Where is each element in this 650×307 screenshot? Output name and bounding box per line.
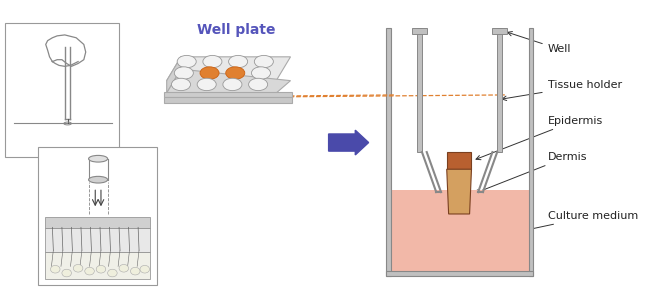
Polygon shape [166,57,291,81]
Text: Dermis: Dermis [474,152,587,194]
Ellipse shape [226,67,245,79]
Ellipse shape [174,67,193,79]
Ellipse shape [62,269,72,277]
Bar [528,28,534,276]
Bar [493,28,507,34]
Text: Tissue holder: Tissue holder [502,80,622,100]
Ellipse shape [203,55,222,68]
Ellipse shape [252,67,270,79]
Polygon shape [164,97,292,103]
Ellipse shape [172,78,190,91]
Polygon shape [164,92,292,97]
Ellipse shape [96,266,106,273]
Bar [45,228,151,252]
Ellipse shape [51,266,60,273]
Ellipse shape [248,78,268,91]
Bar [385,28,391,276]
Bar [447,152,471,169]
Bar [45,217,151,228]
Ellipse shape [88,176,108,183]
Text: Well: Well [508,32,571,54]
FancyArrow shape [329,130,369,155]
Ellipse shape [84,267,94,275]
Bar [385,271,534,276]
Ellipse shape [254,55,274,68]
Bar [5,23,119,157]
Ellipse shape [177,55,196,68]
Ellipse shape [223,78,242,91]
Ellipse shape [197,78,216,91]
Bar [497,28,502,152]
Polygon shape [166,69,291,93]
Polygon shape [166,57,181,93]
Bar [38,147,157,286]
Bar [413,28,426,34]
Bar [45,252,151,279]
Text: Well plate: Well plate [197,23,276,37]
Ellipse shape [229,55,248,68]
Ellipse shape [73,264,83,272]
Ellipse shape [88,155,108,162]
Ellipse shape [119,264,129,272]
Ellipse shape [108,269,117,277]
Text: Epidermis: Epidermis [476,116,603,160]
Text: Culture medium: Culture medium [448,211,638,248]
Polygon shape [447,169,471,214]
Bar [391,190,528,271]
Ellipse shape [200,67,219,79]
Ellipse shape [140,266,150,273]
Bar [417,28,422,152]
Ellipse shape [131,267,140,275]
